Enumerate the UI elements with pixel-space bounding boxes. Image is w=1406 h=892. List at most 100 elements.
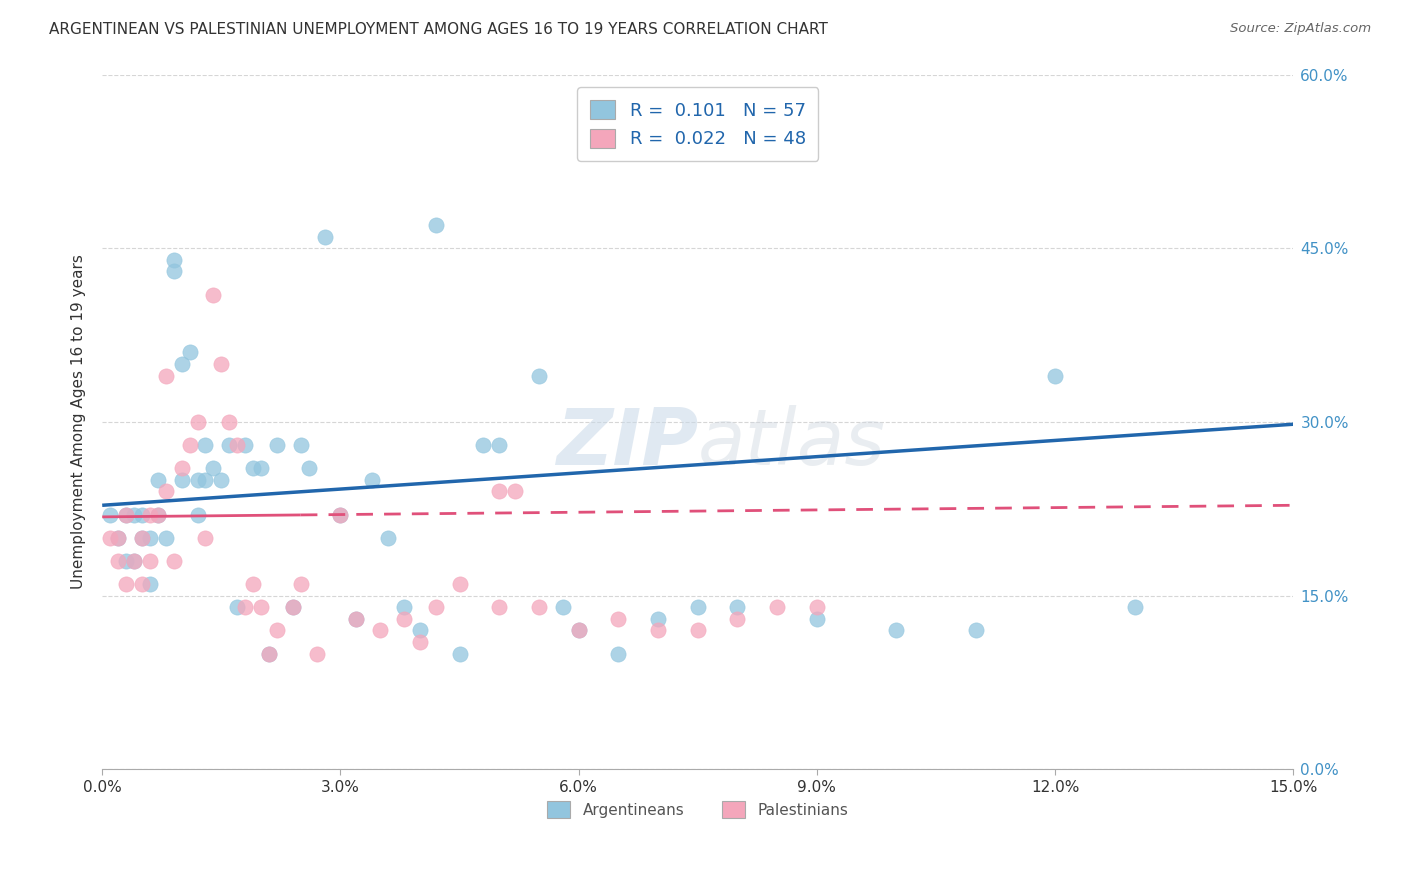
Point [488,600,510,615]
Point [122,508,145,522]
Point [250,600,273,615]
Point [425,600,447,615]
Point [568,624,591,638]
Point [329,508,352,522]
Point [368,624,391,638]
Point [146,508,169,522]
Point [290,438,312,452]
Point [647,612,669,626]
Point [329,508,352,522]
Point [146,473,169,487]
Point [170,461,193,475]
Point [122,554,145,568]
Point [727,612,749,626]
Point [392,600,415,615]
Point [527,368,550,383]
Point [281,600,304,615]
Point [257,647,280,661]
Point [170,357,193,371]
Point [449,647,471,661]
Point [107,554,129,568]
Point [115,508,138,522]
Point [155,531,177,545]
Point [242,461,264,475]
Point [727,600,749,615]
Point [344,612,367,626]
Point [568,624,591,638]
Point [107,531,129,545]
Point [163,252,186,267]
Point [131,508,153,522]
Point [1123,600,1146,615]
Point [361,473,384,487]
Point [170,473,193,487]
Point [472,438,495,452]
Point [115,554,138,568]
Text: ARGENTINEAN VS PALESTINIAN UNEMPLOYMENT AMONG AGES 16 TO 19 YEARS CORRELATION CH: ARGENTINEAN VS PALESTINIAN UNEMPLOYMENT … [49,22,828,37]
Point [226,438,249,452]
Point [449,577,471,591]
Point [1043,368,1066,383]
Point [98,531,121,545]
Point [686,624,709,638]
Point [409,624,432,638]
Point [257,647,280,661]
Point [290,577,312,591]
Point [139,508,162,522]
Point [98,508,121,522]
Point [233,438,256,452]
Point [218,438,240,452]
Point [122,554,145,568]
Point [194,438,217,452]
Point [298,461,321,475]
Point [179,345,201,359]
Point [551,600,574,615]
Point [186,508,208,522]
Point [202,461,225,475]
Point [392,612,415,626]
Point [163,264,186,278]
Point [209,473,232,487]
Point [377,531,399,545]
Point [115,577,138,591]
Point [139,554,162,568]
Point [409,635,432,649]
Point [806,600,828,615]
Point [266,624,288,638]
Point [186,473,208,487]
Point [131,531,153,545]
Point [503,484,526,499]
Point [425,218,447,232]
Point [115,508,138,522]
Point [226,600,249,615]
Point [344,612,367,626]
Point [607,647,630,661]
Point [266,438,288,452]
Point [179,438,201,452]
Point [131,577,153,591]
Point [527,600,550,615]
Point [146,508,169,522]
Point [488,484,510,499]
Point [139,531,162,545]
Point [965,624,987,638]
Text: atlas: atlas [697,405,886,481]
Point [766,600,789,615]
Point [305,647,328,661]
Y-axis label: Unemployment Among Ages 16 to 19 years: Unemployment Among Ages 16 to 19 years [72,254,86,590]
Point [488,438,510,452]
Point [209,357,232,371]
Point [131,531,153,545]
Point [155,484,177,499]
Point [163,554,186,568]
Legend: Argentineans, Palestinians: Argentineans, Palestinians [541,796,855,824]
Point [647,624,669,638]
Point [155,368,177,383]
Point [607,612,630,626]
Point [233,600,256,615]
Point [139,577,162,591]
Point [186,415,208,429]
Point [250,461,273,475]
Point [107,531,129,545]
Point [806,612,828,626]
